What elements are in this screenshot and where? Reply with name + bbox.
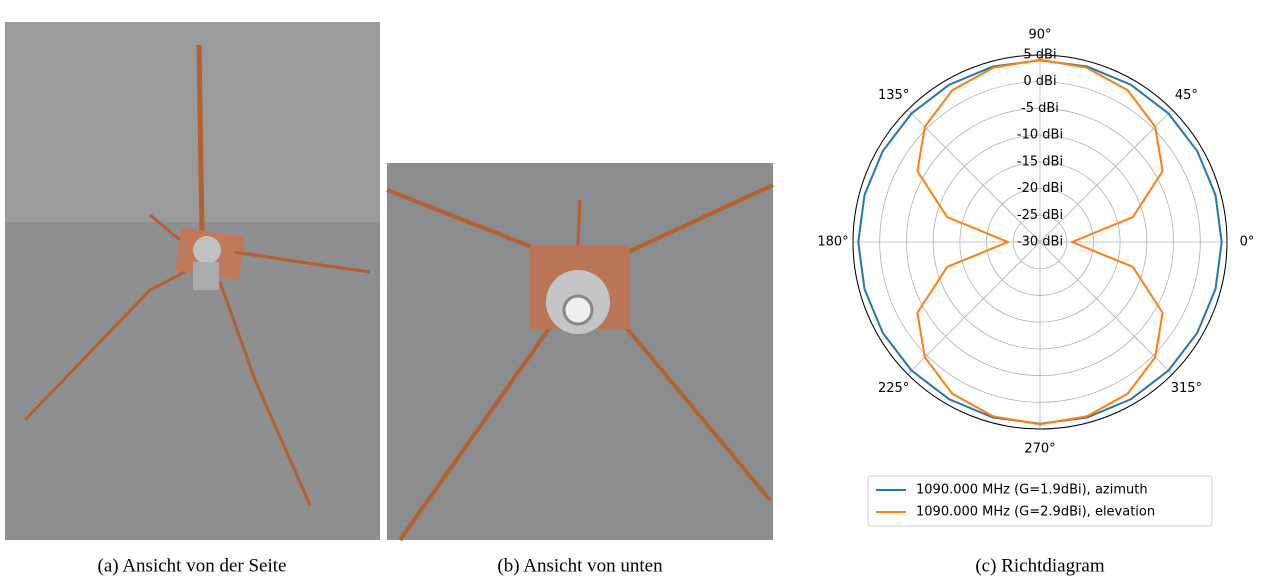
angle-tick-label: 180° [817,235,848,250]
series-line [857,59,1223,425]
caption: (c) Richtdiagram [975,555,1104,576]
angle-tick-label: 270° [1024,442,1055,457]
photo-bottom [386,163,774,542]
polar-chart: 0° 45° 90° 135° 180° 225° 270° 315° 5 dBi 0 dBi -5… [817,28,1254,527]
grid-spoke [907,109,1041,243]
radial-tick-label: -15 dBi [1017,154,1063,169]
legend: 1090.000 MHz (G=1.9dBi), azimuth 1090.000… [867,475,1213,527]
legend-label: 1090.000 MHz (G=1.9dBi), azimuth [916,483,1148,498]
angle-tick-label: 0° [1240,235,1255,250]
angle-tick-label: 45° [1175,88,1198,103]
radial-tick-label: 0 dBi [1023,74,1056,89]
photo-side [5,22,380,540]
series-line [916,58,1164,426]
caption: (a) Ansicht von der Seite [98,555,287,576]
radial-tick-label: -25 dBi [1017,208,1063,223]
radial-tick-label: -10 dBi [1017,128,1063,143]
radial-tick-label: -30 dBi [1017,235,1063,250]
radial-tick-label: 5 dBi [1023,48,1056,63]
angle-tick-label: 225° [878,381,909,396]
grid-spoke [1039,109,1173,243]
grid-spoke [907,241,1041,375]
grid-spoke [1039,241,1173,375]
polar-spine [852,54,1228,430]
angle-tick-label: 315° [1171,381,1202,396]
legend-label: 1090.000 MHz (G=2.9dBi), elevation [916,505,1155,520]
angle-tick-label: 90° [1028,28,1051,43]
angle-tick-label: 135° [878,88,909,103]
legend-box [867,475,1213,527]
radial-tick-label: -20 dBi [1017,181,1063,196]
radial-tick-label: -5 dBi [1021,101,1059,116]
caption: (b) Ansicht von unten [497,555,663,576]
